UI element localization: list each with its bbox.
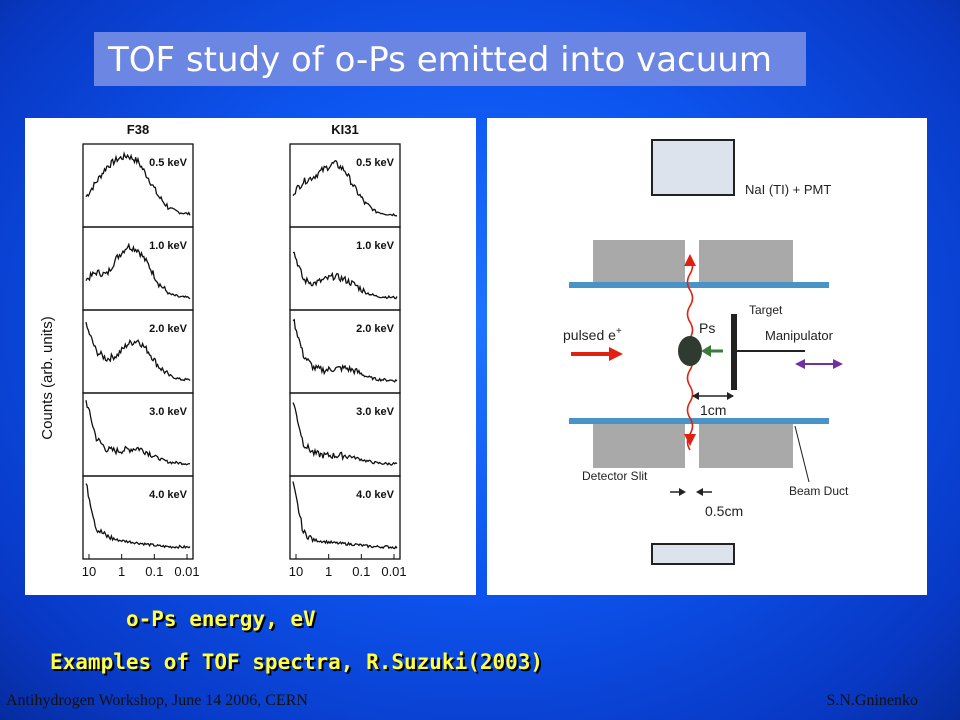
x-axis-caption: o-Ps energy, eV	[126, 607, 316, 631]
energy-label: 3.0 keV	[149, 406, 188, 418]
x-tick-label: 0.01	[174, 564, 199, 579]
manipulator-arrowhead-left	[795, 359, 805, 369]
beam-arrowhead	[609, 347, 623, 361]
energy-label: 1.0 keV	[356, 240, 395, 252]
x-tick-label: 10	[82, 564, 96, 579]
distance-label: 1cm	[700, 402, 726, 418]
duct-label: Beam Duct	[789, 484, 849, 498]
figure-caption: Examples of TOF spectra, R.Suzuki(2003)	[50, 650, 544, 674]
target-label: Target	[749, 303, 783, 317]
energy-label: 2.0 keV	[149, 323, 188, 335]
manipulator-arrowhead-right	[833, 359, 843, 369]
tof-spectra-svg: Counts (arb. units) F38 0.5 keV 1.0 keV 2.0…	[39, 122, 407, 579]
x-tick-label: 1	[325, 564, 332, 579]
target	[731, 314, 737, 390]
slit-arrowhead-left	[679, 488, 686, 496]
shield-upper-left	[593, 240, 685, 284]
y-axis-label: Counts (arb. units)	[39, 316, 56, 439]
detector-bottom	[651, 543, 735, 565]
column-title-ki31: KI31	[331, 122, 358, 137]
x-tick-label: 10	[289, 564, 303, 579]
slide-title: TOF study of o-Ps emitted into vacuum	[108, 40, 772, 80]
spectrum-curve	[85, 242, 191, 300]
energy-label: 4.0 keV	[149, 489, 188, 501]
energy-label: 3.0 keV	[356, 406, 395, 418]
title-box: TOF study of o-Ps emitted into vacuum	[94, 32, 806, 86]
spectrum-curve	[85, 400, 190, 466]
beam-duct-lower-wall	[569, 418, 829, 424]
footer-event: Antihydrogen Workshop, June 14 2006, CER…	[6, 692, 308, 709]
spectrum-panel	[289, 475, 401, 560]
x-tick-label: 0.1	[145, 564, 163, 579]
gamma-arrow-down	[684, 434, 696, 446]
slit-label: Detector Slit	[582, 469, 648, 483]
energy-label: 0.5 keV	[149, 157, 188, 169]
spectrum-panel	[82, 475, 194, 560]
ps-emission-arrowhead	[701, 345, 711, 357]
setup-diagram: NaI (TI) + PMT Ps Target Manipulator pu	[487, 118, 927, 595]
tof-spectra-chart: Counts (arb. units) F38 0.5 keV 1.0 keV 2.0…	[25, 118, 476, 595]
shield-lower-left	[593, 424, 685, 468]
slit-width-label: 0.5cm	[705, 503, 743, 519]
beam-duct-upper-wall	[569, 282, 829, 288]
energy-label: 2.0 keV	[356, 323, 395, 335]
spectrum-curve	[85, 483, 191, 550]
x-tick-label: 0.01	[381, 564, 406, 579]
x-tick-label: 1	[118, 564, 125, 579]
duct-leader-line	[794, 425, 810, 483]
spectrum-curve	[85, 321, 191, 382]
energy-label: 0.5 keV	[356, 157, 395, 169]
ps-label: Ps	[699, 320, 715, 336]
detector-label: NaI (TI) + PMT	[745, 182, 831, 197]
spectrum-curve	[292, 159, 398, 217]
gamma-arrow-up	[684, 254, 696, 266]
manipulator-label: Manipulator	[765, 328, 834, 343]
ps-atom	[678, 336, 702, 366]
distance-arrowhead-left	[692, 392, 699, 400]
spectrum-curve	[85, 151, 191, 216]
setup-diagram-svg: NaI (TI) + PMT Ps Target Manipulator pu	[563, 139, 849, 565]
energy-label: 1.0 keV	[149, 240, 188, 252]
shield-upper-right	[699, 240, 793, 284]
spectrum-curve	[293, 251, 398, 300]
footer-author: S.N.Gninenko	[826, 692, 918, 709]
spectrum-curve	[292, 318, 398, 383]
beam-label: pulsed e+	[563, 326, 622, 343]
detector-top	[651, 139, 735, 196]
spectrum-curve	[292, 481, 398, 550]
x-tick-label: 0.1	[352, 564, 370, 579]
column-title-f38: F38	[127, 122, 149, 137]
slit-arrowhead-right	[696, 488, 703, 496]
energy-label: 4.0 keV	[356, 489, 395, 501]
spectrum-curve	[292, 402, 398, 466]
distance-arrowhead-right	[727, 392, 734, 400]
shield-lower-right	[699, 424, 793, 468]
